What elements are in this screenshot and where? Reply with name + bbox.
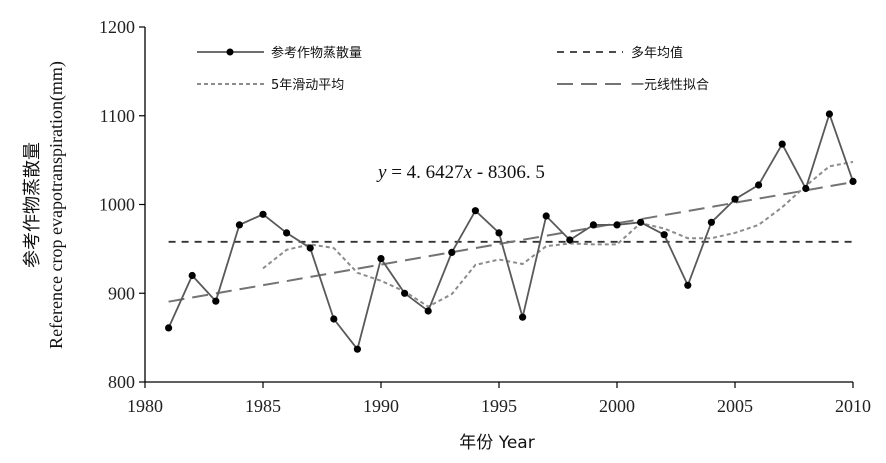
data-point bbox=[778, 140, 786, 148]
y-axis-title-en: Reference crop evapotranspiration(mm) bbox=[46, 61, 67, 349]
x-tick-label: 2005 bbox=[717, 396, 753, 416]
y-axis-title-en-group: Reference crop evapotranspiration(mm) bbox=[46, 61, 67, 349]
legend-label-moving-average: 5年滑动平均 bbox=[271, 78, 344, 93]
data-point bbox=[165, 324, 173, 332]
legend: 参考作物蒸散量 多年均值 5年滑动平均 一元线性拟合 bbox=[197, 45, 709, 93]
data-point bbox=[259, 210, 267, 218]
x-tick-label: 2000 bbox=[599, 396, 635, 416]
data-point bbox=[401, 289, 409, 297]
legend-label-mean: 多年均值 bbox=[631, 45, 683, 61]
data-point bbox=[306, 244, 314, 252]
x-ticks: 1980 1985 1990 1995 2000 2005 2010 bbox=[127, 382, 871, 416]
series-line-3 bbox=[168, 181, 854, 303]
data-point bbox=[802, 184, 810, 193]
data-point bbox=[589, 221, 598, 229]
data-point bbox=[613, 221, 621, 229]
data-point bbox=[283, 229, 291, 237]
x-tick-label: 1980 bbox=[127, 396, 163, 416]
axes bbox=[144, 27, 853, 383]
legend-label-linear-fit: 一元线性拟合 bbox=[631, 78, 709, 93]
data-point bbox=[755, 181, 763, 189]
equation-intercept: - 8306. 5 bbox=[472, 162, 545, 183]
x-tick-label: 1990 bbox=[363, 396, 399, 416]
data-point bbox=[707, 218, 716, 226]
data-point bbox=[212, 297, 220, 305]
legend-marker bbox=[226, 48, 234, 56]
data-point bbox=[849, 177, 857, 185]
data-point bbox=[684, 281, 692, 289]
series-line-2 bbox=[262, 160, 854, 308]
y-tick-label: 900 bbox=[108, 283, 135, 303]
y-axis-title-cn-group: 参考作物蒸散量 bbox=[22, 142, 43, 268]
data-point bbox=[519, 313, 527, 321]
data-point bbox=[353, 345, 361, 353]
x-tick-label: 1995 bbox=[481, 396, 517, 416]
data-point bbox=[188, 271, 196, 280]
data-point bbox=[637, 218, 645, 226]
legend-item-linear-fit: 一元线性拟合 bbox=[557, 78, 709, 93]
x-axis-title: 年份 Year bbox=[459, 433, 534, 453]
data-point bbox=[330, 315, 338, 323]
data-point bbox=[424, 307, 432, 315]
data-point bbox=[495, 229, 503, 237]
y-tick-label: 1000 bbox=[99, 195, 135, 215]
legend-label-evapotranspiration: 参考作物蒸散量 bbox=[271, 45, 362, 61]
data-point bbox=[542, 212, 550, 220]
x-tick-label: 2010 bbox=[835, 396, 871, 416]
x-tick-label: 1985 bbox=[245, 396, 281, 416]
data-point bbox=[825, 110, 834, 118]
series-line-0 bbox=[167, 111, 854, 352]
equation-x: x bbox=[463, 162, 473, 183]
y-tick-label: 800 bbox=[108, 372, 135, 392]
equation-slope: = 4. 6427 bbox=[386, 162, 463, 183]
legend-item-moving-average: 5年滑动平均 bbox=[197, 78, 344, 93]
legend-item-evapotranspiration: 参考作物蒸散量 bbox=[197, 45, 362, 61]
series-layer bbox=[165, 110, 857, 353]
data-point bbox=[566, 236, 574, 244]
y-ticks: 800 900 1000 1100 1200 bbox=[99, 17, 145, 392]
legend-item-mean: 多年均值 bbox=[557, 45, 683, 61]
data-point bbox=[731, 195, 739, 203]
equation-y: y bbox=[376, 162, 387, 183]
regression-equation: y = 4. 6427x - 8306. 5 bbox=[376, 162, 545, 183]
y-tick-label: 1100 bbox=[100, 106, 135, 126]
data-point bbox=[471, 207, 479, 215]
data-point bbox=[377, 255, 385, 263]
y-tick-label: 1200 bbox=[99, 17, 135, 37]
data-point bbox=[235, 221, 243, 229]
data-point bbox=[448, 248, 456, 256]
data-point bbox=[660, 231, 668, 239]
y-axis-title-cn: 参考作物蒸散量 bbox=[22, 142, 43, 268]
